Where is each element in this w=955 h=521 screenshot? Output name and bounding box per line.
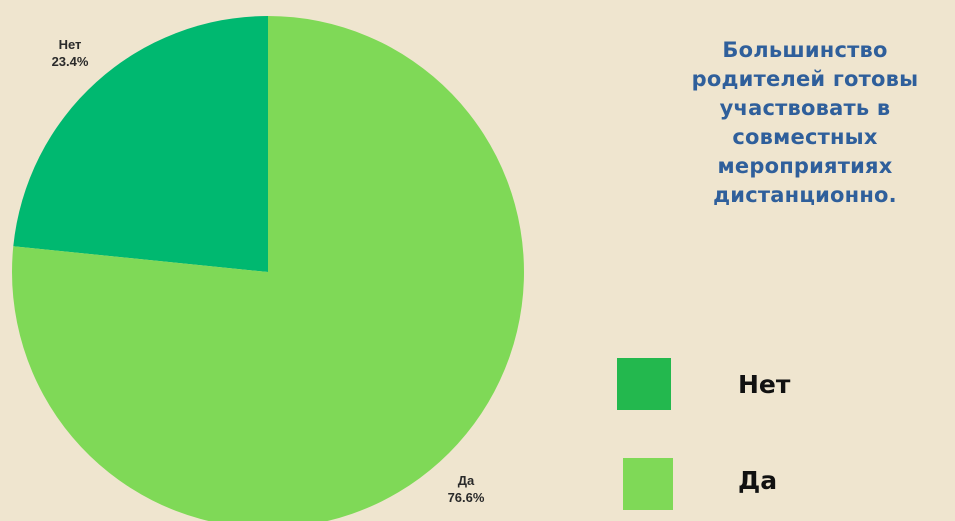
slice-label-da-category: Да <box>457 473 475 488</box>
caption-line: участвовать в <box>719 96 891 120</box>
caption-line: дистанционно. <box>713 183 897 207</box>
legend-label-net: Нет <box>738 370 791 399</box>
legend-swatch-da <box>623 458 673 510</box>
slice-label-net-value: 23.4% <box>51 54 89 69</box>
caption-line: совместных <box>732 125 878 149</box>
pie-slices <box>11 16 524 521</box>
caption-line: мероприятиях <box>717 154 893 178</box>
slice-label-net-category: Нет <box>58 37 82 52</box>
slice-label-da-value: 76.6% <box>447 490 485 505</box>
legend-swatch-net <box>617 358 671 410</box>
chart-caption: Большинство родителей готовы участвовать… <box>655 36 955 210</box>
pie-slice-net <box>13 16 269 272</box>
caption-line: Большинство <box>722 38 888 62</box>
pie-slice-da <box>11 16 524 521</box>
legend-label-da: Да <box>738 466 778 495</box>
slice-label-da: Да 76.6% <box>436 472 496 506</box>
caption-line: родителей готовы <box>691 67 919 91</box>
slice-label-net: Нет 23.4% <box>40 36 100 70</box>
